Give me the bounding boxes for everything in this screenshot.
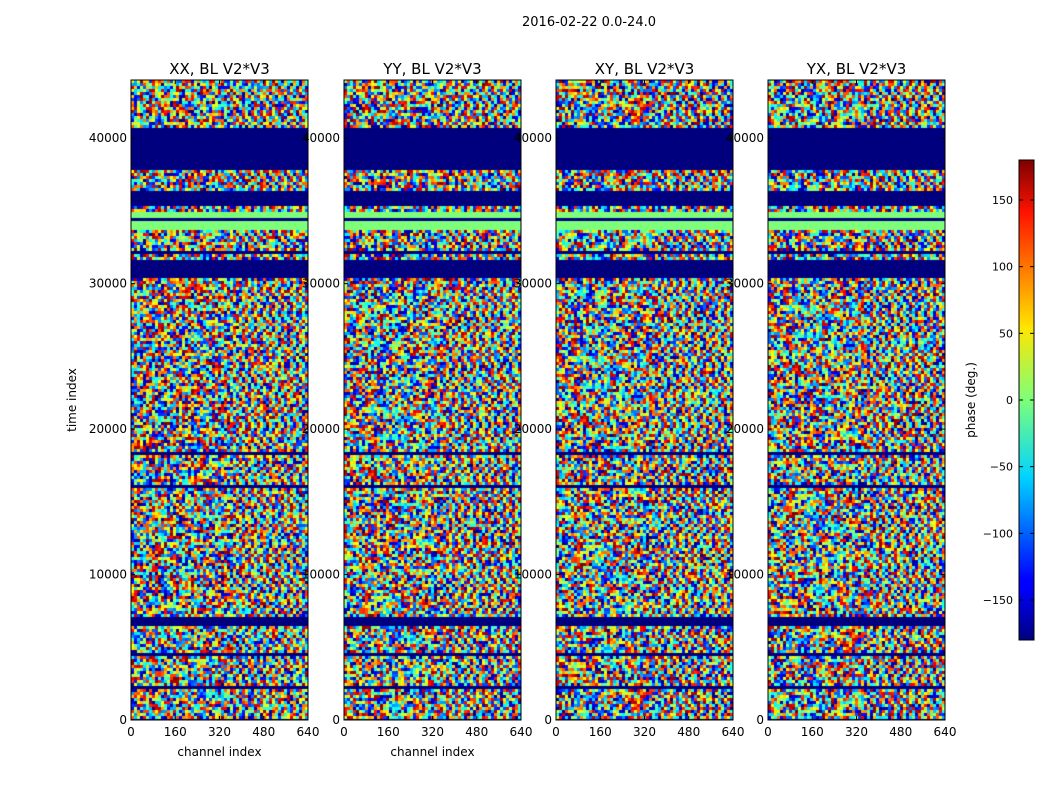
heatmap-panel-0: XX, BL V2*V3 0 160 320 480 640 0 10000 20000 3000… (65, 60, 319, 759)
colorbar-tick-label: 0 (1006, 394, 1013, 407)
xtick-label: 0 (127, 725, 135, 739)
colorbar-tick-label: −100 (983, 527, 1013, 540)
colorbar-tick-label: 100 (992, 261, 1013, 274)
xtick-label: 0 (552, 725, 560, 739)
xtick-label: 320 (421, 725, 444, 739)
panel-title-3: YX, BL V2*V3 (806, 60, 907, 78)
xtick-label: 480 (252, 725, 275, 739)
ytick-label: 30000 (302, 277, 340, 291)
ytick-label: 10000 (302, 568, 340, 582)
ytick-label: 30000 (89, 277, 127, 291)
ytick-label: 40000 (302, 131, 340, 145)
xtick-label: 480 (889, 725, 912, 739)
ytick-label: 10000 (514, 568, 552, 582)
colorbar-tick-label: 150 (992, 194, 1013, 207)
ytick-label: 0 (544, 713, 552, 727)
heatmap-image-0 (131, 80, 308, 720)
ytick-label: 10000 (89, 568, 127, 582)
panel-title-2: XY, BL V2*V3 (595, 60, 695, 78)
xtick-label: 640 (934, 725, 957, 739)
colorbar-tick-label: −150 (983, 594, 1013, 607)
heatmap-image-2 (556, 80, 733, 720)
xtick-label: 480 (465, 725, 488, 739)
heatmap-image-3 (768, 80, 945, 720)
ytick-label: 20000 (302, 422, 340, 436)
figure-suptitle: 2016-02-22 0.0-24.0 (522, 15, 656, 30)
colorbar-ticks: 150 100 50 0 −50 −100 −150 (983, 194, 1034, 607)
xtick-label: 0 (764, 725, 772, 739)
xtick-label: 320 (633, 725, 656, 739)
ytick-label: 30000 (726, 277, 764, 291)
ytick-label: 40000 (726, 131, 764, 145)
xtick-label: 160 (377, 725, 400, 739)
x-axis-label: channel index (390, 745, 474, 759)
panel-title-1: YY, BL V2*V3 (382, 60, 481, 78)
heatmap-panel-1: YY, BL V2*V3 0 160 320 480 640 0 10000 20000 3000… (302, 60, 533, 759)
ytick-label: 10000 (726, 568, 764, 582)
ytick-label: 40000 (514, 131, 552, 145)
xtick-label: 160 (801, 725, 824, 739)
xtick-label: 640 (722, 725, 745, 739)
xtick-label: 320 (845, 725, 868, 739)
colorbar-label: phase (deg.) (964, 362, 978, 438)
ytick-label: 30000 (514, 277, 552, 291)
ytick-label: 0 (756, 713, 764, 727)
xtick-label: 160 (164, 725, 187, 739)
xtick-label: 640 (510, 725, 533, 739)
xtick-label: 480 (677, 725, 700, 739)
ytick-label: 0 (119, 713, 127, 727)
x-axis-label: channel index (177, 745, 261, 759)
colorbar-tick-label: −50 (990, 461, 1013, 474)
colorbar: 150 100 50 0 −50 −100 −150 phase (deg.) (964, 159, 1035, 641)
heatmap-panel-2: XY, BL V2*V3 0 160 320 480 640 0 10000 20000 3000… (514, 60, 745, 739)
y-axis-label: time index (65, 368, 79, 432)
ytick-label: 20000 (514, 422, 552, 436)
ytick-label: 20000 (89, 422, 127, 436)
panel-title-0: XX, BL V2*V3 (169, 60, 270, 78)
ytick-label: 40000 (89, 131, 127, 145)
ytick-label: 0 (332, 713, 340, 727)
colorbar-tick-label: 50 (999, 327, 1013, 340)
heatmap-panel-3: YX, BL V2*V3 0 160 320 480 640 0 10000 20000 3000… (726, 60, 957, 739)
heatmap-image-1 (344, 80, 521, 720)
xtick-label: 0 (340, 725, 348, 739)
xtick-label: 640 (297, 725, 320, 739)
xtick-label: 320 (208, 725, 231, 739)
ytick-label: 20000 (726, 422, 764, 436)
xtick-label: 160 (589, 725, 612, 739)
panels: XX, BL V2*V3 0 160 320 480 640 0 10000 20000 3000… (65, 60, 956, 759)
